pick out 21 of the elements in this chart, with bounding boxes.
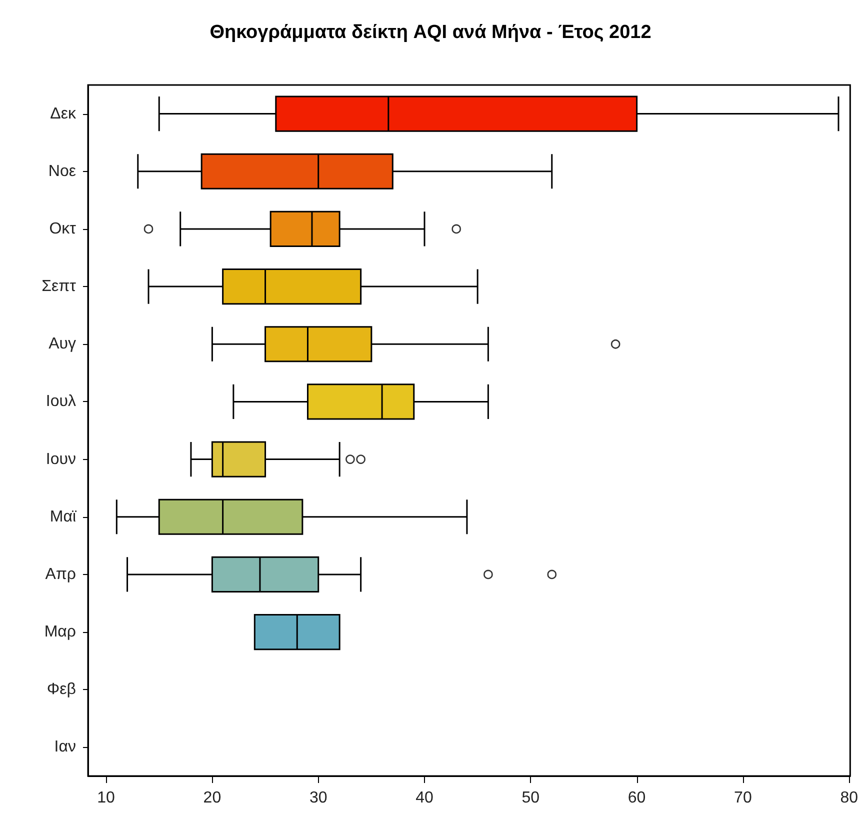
y-tick-label: Φεβ [46,681,76,698]
x-tick-label: 50 [522,790,540,806]
y-tick-label: Νοε [48,162,76,180]
y-tick-label: Ιουν [46,450,76,468]
chart-title: Θηκογράμματα δείκτη AQI ανά Μήνα - Έτος 2012 [210,22,652,43]
x-tick-label: 40 [416,790,434,806]
x-tick-label: 30 [309,790,328,806]
y-tick-label: Μαρ [44,624,76,641]
y-tick-label: Ιαν [54,738,76,756]
y-tick-label: Μαϊ [50,508,76,526]
x-tick-label: 80 [840,790,858,806]
x-tick-label: 20 [203,790,222,806]
x-tick-label: 70 [734,790,752,806]
y-tick-label: Απρ [45,566,76,583]
x-tick-label: 10 [97,790,116,806]
x-tick-label: 60 [628,790,646,806]
y-tick-label: Αυγ [48,336,76,353]
y-tick-label: Σεπτ [42,278,77,296]
y-tick-label: Ιουλ [46,393,76,410]
y-tick-label: Δεκ [50,105,77,122]
y-tick-label: Οκτ [49,220,77,238]
